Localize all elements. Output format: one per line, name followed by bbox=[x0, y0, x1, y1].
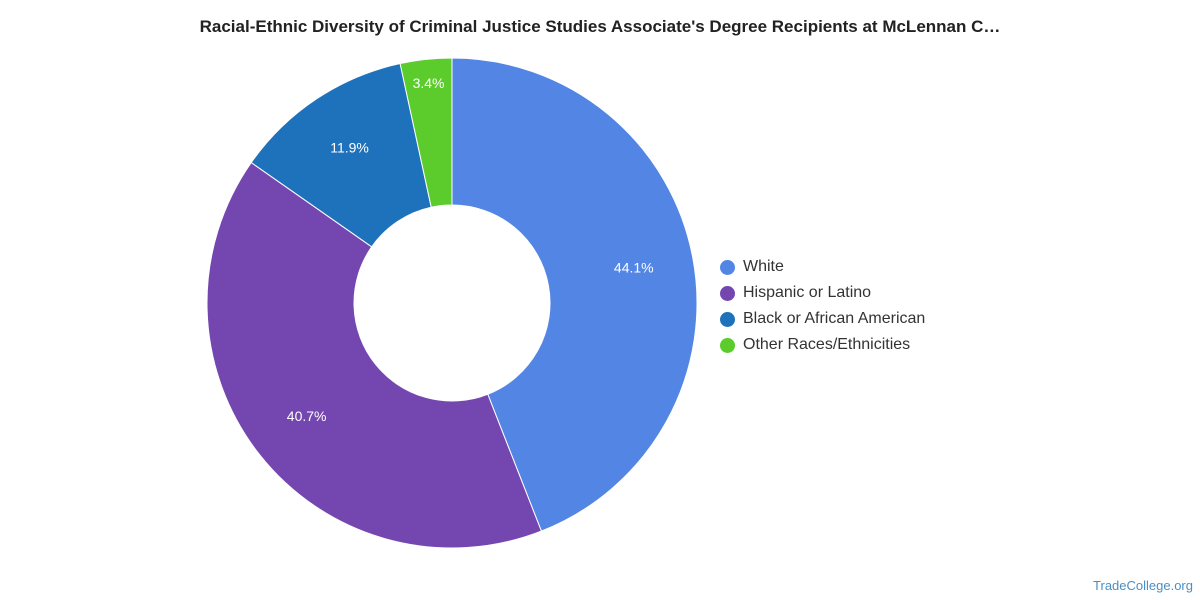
legend-swatch-hispanic-or-latino bbox=[720, 285, 735, 301]
chart-title: Racial-Ethnic Diversity of Criminal Just… bbox=[199, 17, 1001, 36]
legend-swatch-other-races bbox=[720, 337, 735, 353]
legend-label-white: White bbox=[743, 258, 784, 275]
slice-label-hispanic-or-latino: 40.7% bbox=[287, 408, 327, 424]
slice-black-or-african-american[interactable] bbox=[250, 62, 432, 248]
watermark: TradeCollege.org bbox=[1093, 578, 1193, 593]
slice-label-black-or-african-american: 11.9% bbox=[330, 140, 369, 156]
slice-label-other-races: 3.4% bbox=[413, 75, 445, 91]
legend-item-other-races[interactable]: Other Races/Ethnicities bbox=[720, 332, 925, 358]
slice-other-races[interactable] bbox=[399, 57, 453, 208]
legend-label-hispanic-or-latino: Hispanic or Latino bbox=[743, 284, 872, 301]
slice-white[interactable] bbox=[451, 57, 698, 532]
slice-hispanic-or-latino[interactable] bbox=[206, 161, 543, 549]
legend-swatch-white bbox=[720, 259, 735, 275]
legend: White Hispanic or Latino Black or Africa… bbox=[720, 254, 925, 358]
legend-label-black-or-african-american: Black or African American bbox=[743, 310, 926, 327]
slice-label-white: 44.1% bbox=[614, 259, 654, 275]
legend-item-black-or-african-american[interactable]: Black or African American bbox=[720, 306, 925, 332]
legend-item-white[interactable]: White bbox=[720, 254, 925, 280]
legend-swatch-black-or-african-american bbox=[720, 311, 735, 327]
legend-label-other-races: Other Races/Ethnicities bbox=[743, 336, 911, 353]
legend-item-hispanic-or-latino[interactable]: Hispanic or Latino bbox=[720, 280, 925, 306]
